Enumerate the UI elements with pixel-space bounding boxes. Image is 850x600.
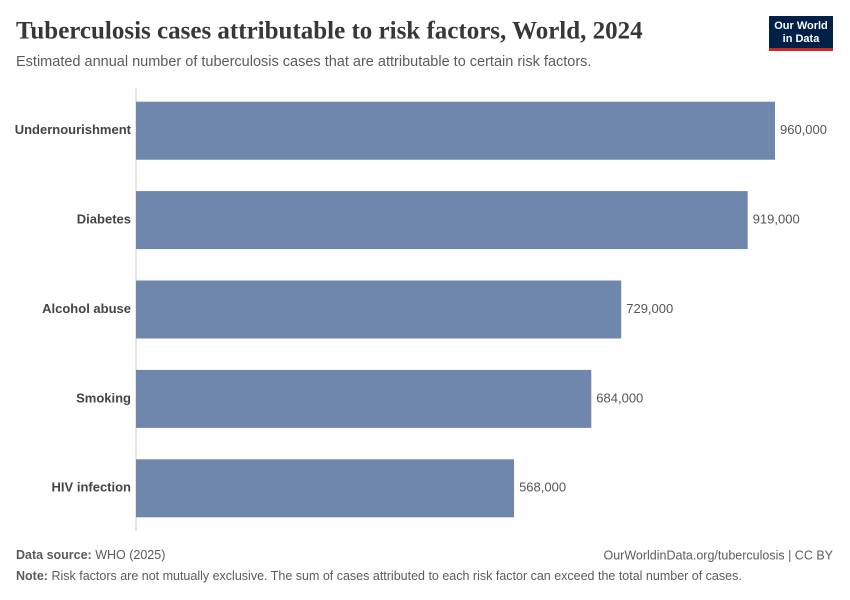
logo-text: Our World (774, 20, 828, 32)
chart-title: Tuberculosis cases attributable to risk … (16, 18, 643, 45)
y-tick-label: Diabetes (77, 212, 131, 227)
logo-box (769, 16, 833, 50)
source-url[interactable]: OurWorldinData.org/tuberculosis | CC BY (604, 548, 834, 562)
y-tick-label: Smoking (76, 390, 131, 405)
logo-underline (769, 48, 833, 51)
note-label: Note: (16, 569, 48, 583)
bar (136, 369, 592, 428)
bar (136, 101, 775, 160)
bar (136, 459, 515, 518)
y-tick-label: HIV infection (52, 480, 132, 495)
note-text: Risk factors are not mutually exclusive.… (51, 569, 741, 583)
source-label: Data source: (16, 548, 92, 562)
value-label: 568,000 (519, 480, 566, 495)
note: Note: Risk factors are not mutually excl… (16, 569, 742, 583)
source-text: WHO (2025) (95, 548, 165, 562)
source: Data source: WHO (2025) (16, 548, 165, 562)
value-label: 729,000 (626, 301, 673, 316)
value-label: 684,000 (596, 390, 643, 405)
bar (136, 191, 748, 250)
logo-text: in Data (783, 33, 821, 45)
bar (136, 280, 622, 339)
y-tick-label: Alcohol abuse (42, 301, 131, 316)
chart-subtitle: Estimated annual number of tuberculosis … (16, 54, 591, 70)
logo[interactable]: Our World in Data (769, 16, 833, 51)
y-tick-label: Undernourishment (15, 122, 132, 137)
value-label: 919,000 (753, 212, 800, 227)
value-label: 960,000 (780, 122, 827, 137)
